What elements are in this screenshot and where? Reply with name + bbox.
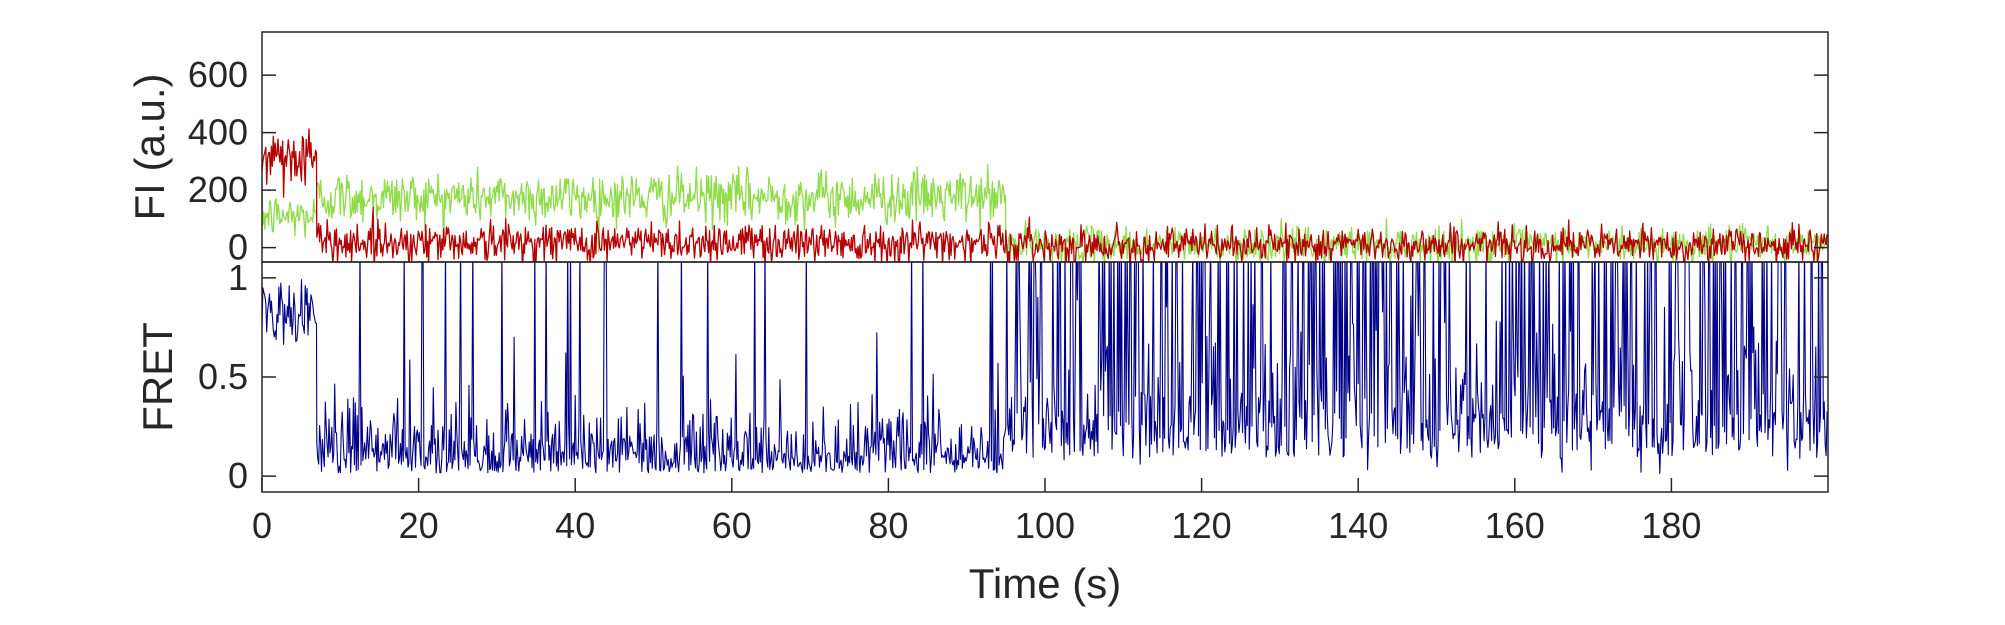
x-tick-label: 140 [1328, 505, 1388, 546]
x-tick-label: 120 [1172, 505, 1232, 546]
fluorescence-panel: 0 200 400 600 FI (a.u.) [126, 31, 1829, 268]
fret-trace [262, 262, 1828, 474]
fret-panel: 00.51 0 20 40 60 80 100 120 140 160 180 FRET Time… [134, 257, 1829, 607]
y-tick-label: 1 [228, 257, 248, 298]
series-line-0-1 [262, 128, 1828, 262]
fluorescence-traces [262, 128, 1828, 262]
fret-y-axis-label: FRET [134, 322, 181, 432]
x-tick-label: 20 [399, 505, 439, 546]
y-tick-label: 400 [188, 112, 248, 153]
fluorescence-y-ticks: 0 200 400 600 [188, 54, 1828, 268]
x-tick-label: 60 [712, 505, 752, 546]
y-tick-label: 0 [228, 455, 248, 496]
fluorescence-y-axis-label: FI (a.u.) [126, 73, 173, 220]
time-x-axis-label: Time (s) [969, 560, 1121, 607]
x-tick-label: 80 [868, 505, 908, 546]
x-tick-label: 100 [1015, 505, 1075, 546]
y-tick-label: 0 [228, 227, 248, 268]
y-tick-label: 0.5 [198, 356, 248, 397]
time-x-ticks: 0 20 40 60 80 100 120 140 160 180 [252, 478, 1701, 546]
x-tick-label: 180 [1641, 505, 1701, 546]
y-tick-label: 200 [188, 169, 248, 210]
x-tick-label: 160 [1485, 505, 1545, 546]
x-tick-label: 40 [555, 505, 595, 546]
series-line-1-0 [262, 262, 1828, 474]
fret-y-ticks: 00.51 [198, 257, 1828, 496]
y-tick-label: 600 [188, 54, 248, 95]
x-tick-label: 0 [252, 505, 272, 546]
